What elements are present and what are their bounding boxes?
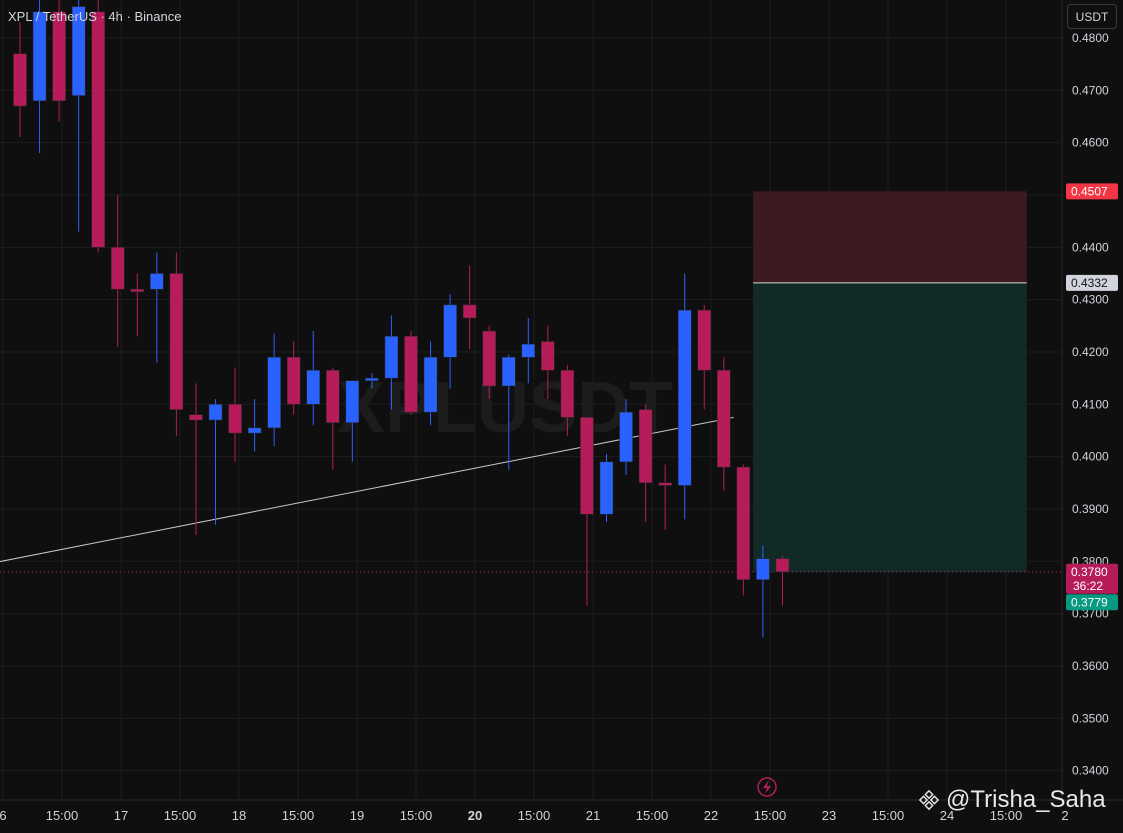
currency-button[interactable]: USDT: [1067, 4, 1117, 29]
candle: [717, 370, 731, 468]
stop-price-label: 0.4507: [1071, 184, 1108, 198]
candle: [111, 247, 125, 290]
candle: [130, 288, 145, 293]
candle: [169, 273, 184, 410]
y-tick-label: 0.3600: [1072, 659, 1109, 673]
candle: [286, 356, 301, 405]
candle: [521, 343, 536, 358]
x-tick-label: 24: [940, 808, 954, 823]
x-tick-label: 15:00: [282, 808, 315, 823]
candle: [638, 409, 653, 484]
x-tick-label: 15:00: [518, 808, 551, 823]
x-tick-label: 19: [350, 808, 364, 823]
candle: [326, 370, 340, 423]
candle: [228, 404, 242, 434]
candle: [13, 53, 27, 107]
candle: [52, 11, 66, 102]
candle: [560, 370, 575, 418]
candle: [91, 11, 105, 248]
symbol-title: XPL / TetherUS · 4h · Binance: [8, 9, 182, 24]
binance-logo-icon: [918, 789, 940, 811]
y-tick-label: 0.3400: [1072, 764, 1109, 778]
x-tick-label: 15:00: [636, 808, 669, 823]
candle: [462, 304, 477, 319]
lightning-icon: [757, 777, 777, 797]
candle: [306, 370, 320, 405]
y-tick-label: 0.3500: [1072, 711, 1109, 725]
candle: [775, 558, 790, 573]
candle: [247, 427, 262, 434]
x-tick-label: 20: [468, 808, 482, 823]
candle: [32, 11, 47, 102]
candle: [697, 309, 711, 371]
target-price-label-bg: [1066, 594, 1118, 611]
candle: [756, 558, 770, 580]
candle: [384, 336, 399, 379]
entry-price-label: 0.4332: [1071, 276, 1108, 290]
candle: [267, 356, 281, 429]
candle: [208, 404, 223, 421]
candle: [677, 309, 692, 486]
y-tick-label: 0.4400: [1072, 240, 1109, 254]
x-tick-label: 23: [822, 808, 836, 823]
y-tick-label: 0.4800: [1072, 31, 1109, 45]
x-tick-label: 15:00: [46, 808, 79, 823]
candle: [404, 336, 418, 413]
x-tick-label: 15:00: [754, 808, 787, 823]
candle: [658, 482, 672, 486]
candle: [541, 341, 555, 371]
trend-line: [0, 416, 734, 563]
x-tick-label: 15:00: [400, 808, 433, 823]
y-tick-label: 0.4300: [1072, 293, 1109, 307]
take-profit-zone: [753, 282, 1027, 573]
candle: [580, 417, 594, 515]
y-tick-label: 0.4600: [1072, 136, 1109, 150]
candle: [619, 411, 633, 463]
y-tick-label: 0.4700: [1072, 83, 1109, 97]
x-tick-label: 2: [1061, 808, 1068, 823]
x-tick-label: 21: [586, 808, 600, 823]
x-tick-label: 15:00: [872, 808, 905, 823]
stop-price-label-bg: [1066, 183, 1118, 200]
y-tick-label: 0.3900: [1072, 502, 1109, 516]
current-price-label-countdown: 36:22: [1073, 579, 1103, 593]
candle: [150, 273, 164, 290]
credit-text: @Trisha_Saha: [946, 786, 1106, 813]
x-tick-label: 6: [0, 808, 7, 823]
x-tick-label: 22: [704, 808, 718, 823]
current-price-label: 0.3780: [1071, 565, 1108, 579]
current-price-label-bg: [1066, 563, 1118, 594]
stop-loss-zone: [753, 191, 1027, 283]
candle: [443, 304, 457, 358]
price-axis: [1062, 0, 1123, 828]
x-tick-label: 15:00: [164, 808, 197, 823]
credit-watermark: @Trisha_Saha: [918, 786, 1106, 814]
candle: [345, 380, 360, 423]
candle: [482, 330, 496, 387]
target-price-label: 0.3779: [1071, 595, 1108, 609]
candle: [599, 461, 614, 515]
entry-price-label-bg: [1066, 274, 1118, 291]
lightning-icon-glyph: [763, 780, 771, 794]
candle: [423, 356, 438, 413]
y-tick-label: 0.4000: [1072, 450, 1109, 464]
candle: [365, 377, 379, 382]
y-tick-label: 0.4100: [1072, 397, 1109, 411]
candle: [736, 466, 751, 580]
x-tick-label: 17: [114, 808, 128, 823]
x-tick-label: 15:00: [990, 808, 1023, 823]
candle: [71, 6, 86, 96]
candle: [189, 414, 203, 421]
x-tick-label: 18: [232, 808, 246, 823]
y-tick-label: 0.4200: [1072, 345, 1109, 359]
candle: [502, 356, 516, 387]
